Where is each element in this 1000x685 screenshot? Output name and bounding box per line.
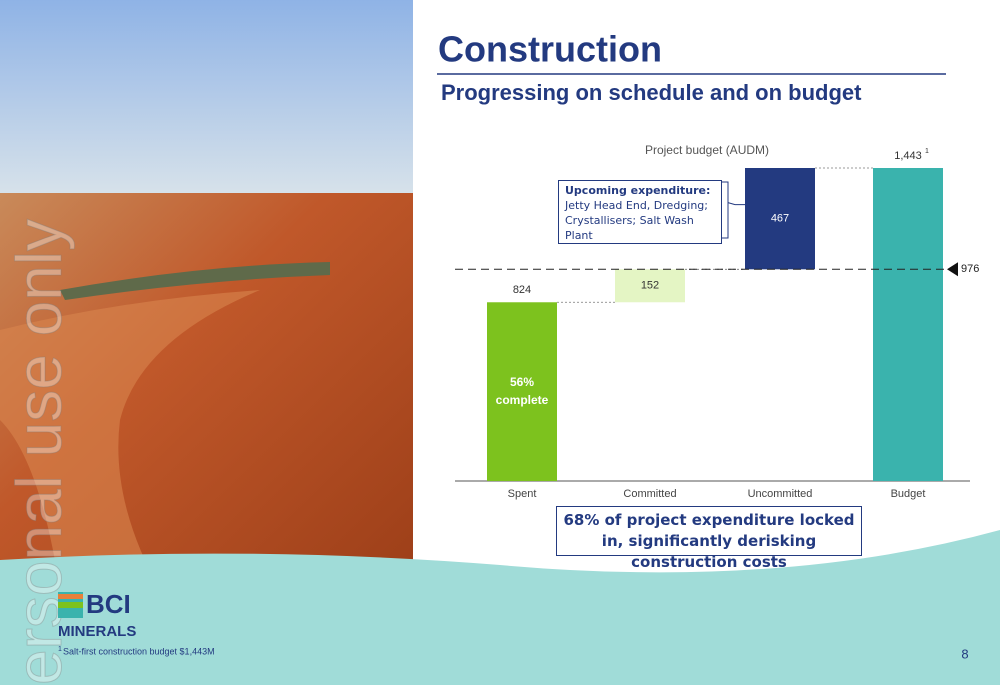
footnote-marker: 1 (925, 148, 929, 155)
logo-icon-stripe (58, 594, 83, 599)
bar (745, 168, 815, 270)
slide-title: Construction (438, 29, 662, 70)
logo-name: BCI (86, 589, 131, 619)
value-label: 824 (513, 284, 531, 296)
highlight-box: 68% of project expenditure locked in, si… (556, 506, 862, 571)
bar-annotation: 56% (510, 375, 534, 389)
callout: Upcoming expenditure: Jetty Head End, Dr… (558, 180, 722, 244)
chart-title: Project budget (AUDM) (645, 143, 769, 157)
bar-annotation: complete (496, 393, 549, 407)
footnote: Salt-first construction budget $1,443M (63, 646, 215, 656)
photo-sky (0, 0, 413, 195)
photo-pond (60, 262, 330, 300)
callout-text: Jetty Head End, Dredging; Crystallisers;… (565, 199, 708, 242)
reference-label: 976 (961, 263, 979, 275)
x-tick-label: Uncommitted (748, 488, 813, 500)
callout-bracket (720, 181, 745, 239)
logo-sub: MINERALS (58, 623, 136, 640)
x-tick-label: Committed (623, 488, 676, 500)
slide-subtitle: Progressing on schedule and on budget (441, 80, 862, 105)
footer-wave (0, 530, 1000, 685)
x-tick-label: Budget (891, 488, 926, 500)
logo-icon-stripe (58, 602, 83, 608)
bar (873, 168, 943, 481)
value-label: 467 (771, 213, 789, 225)
value-label: 1,443 (894, 150, 922, 162)
photo-road (0, 290, 260, 590)
footnote-marker: 1 (58, 646, 62, 653)
callout-bold: Upcoming expenditure: (565, 184, 711, 197)
bar (615, 269, 685, 303)
value-label: 152 (641, 280, 659, 292)
x-tick-label: Spent (508, 488, 537, 500)
bar (487, 302, 557, 481)
page-number: 8 (961, 646, 968, 661)
reference-marker (947, 262, 958, 277)
